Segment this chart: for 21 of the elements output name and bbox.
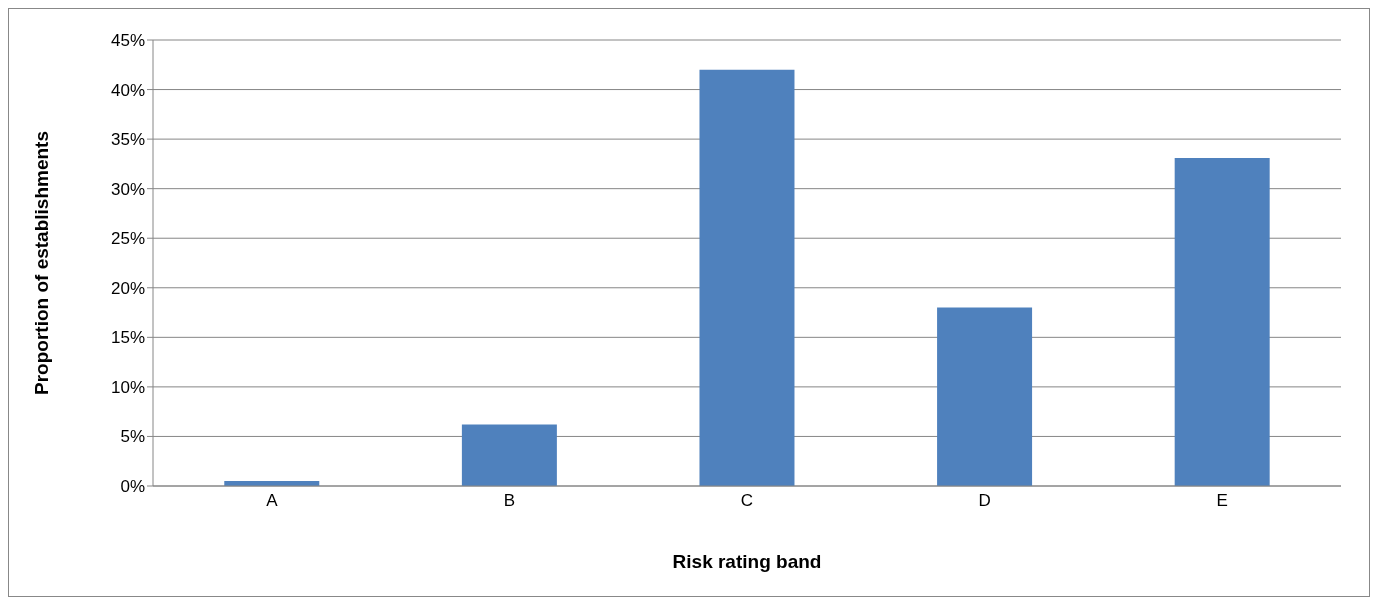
y-tick-label: 45% <box>110 31 145 51</box>
bar <box>699 69 795 486</box>
y-axis-title: Proportion of establishments <box>30 131 52 395</box>
y-tick-label: 5% <box>120 427 145 447</box>
y-tick-label: 10% <box>110 377 145 397</box>
x-tick-label: E <box>1216 491 1228 511</box>
bar <box>1174 157 1270 486</box>
bar <box>461 424 557 486</box>
x-tick-label: B <box>503 491 516 511</box>
x-tick-label: D <box>978 491 991 511</box>
x-tick-label: A <box>266 491 279 511</box>
y-tick-label: 15% <box>110 328 145 348</box>
y-tick-label: 0% <box>120 477 145 497</box>
y-tick-label: 40% <box>110 80 145 100</box>
x-axis-title: Risk rating band <box>672 551 822 572</box>
bar <box>937 307 1033 486</box>
y-tick-label: 35% <box>110 130 145 150</box>
x-tick-label: C <box>740 491 754 511</box>
y-tick-label: 25% <box>110 229 145 249</box>
y-tick-label: 30% <box>110 179 145 199</box>
y-tick-label: 20% <box>110 278 145 298</box>
